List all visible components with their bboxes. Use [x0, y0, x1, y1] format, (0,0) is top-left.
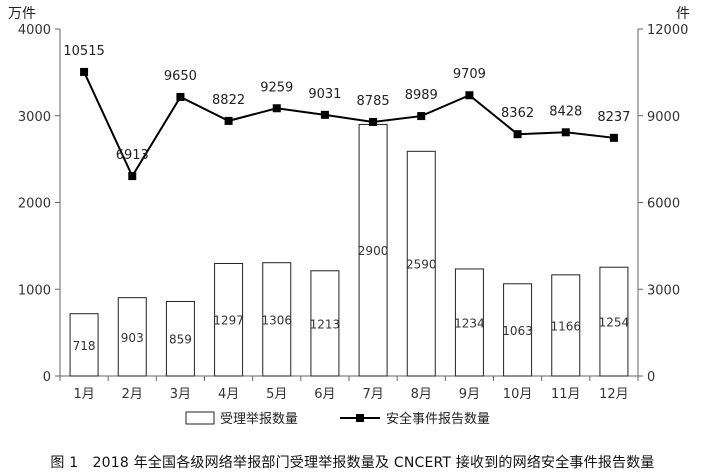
x-tick-label: 11月	[551, 387, 581, 402]
bar-value-label: 1306	[261, 313, 292, 327]
right-tick-label: 0	[647, 370, 655, 385]
legend-line-marker	[356, 414, 364, 422]
line-value-label: 8785	[357, 94, 390, 109]
line-point	[465, 91, 474, 100]
figure-caption: 图 1 2018 年全国各级网络举报部门受理举报数量及 CNCERT 接收到的网…	[50, 455, 655, 471]
bar	[454, 268, 484, 377]
line-value-label: 10515	[63, 44, 104, 59]
bar	[117, 297, 147, 377]
x-tick-label: 9月	[459, 387, 480, 402]
line-value-label: 6913	[116, 148, 149, 163]
legend-bar-label: 受理举报数量	[220, 412, 298, 427]
bar-value-label: 1254	[599, 316, 630, 330]
legend-line-label: 安全事件报告数量	[386, 411, 490, 427]
x-tick-label: 2月	[122, 387, 143, 402]
legend-bar-swatch	[185, 411, 215, 425]
bar	[310, 270, 340, 377]
x-tick-label: 10月	[503, 387, 533, 402]
line-value-label: 8989	[405, 88, 438, 103]
axes: 0 1000 2000 3000 4000 0 3000 6000 9000 12000 1月 2月 3…	[18, 23, 688, 402]
x-tick-label: 12月	[599, 387, 629, 402]
legend: 受理举报数量 安全事件报告数量	[185, 411, 490, 427]
bar	[262, 262, 292, 377]
line-point	[609, 133, 618, 142]
x-tick-label: 6月	[314, 387, 335, 402]
bar-value-label: 1213	[310, 317, 341, 331]
left-tick-label: 3000	[18, 110, 51, 125]
left-tick-label: 1000	[18, 283, 51, 298]
bar-value-label: 1166	[550, 319, 581, 333]
combo-chart: 万件 件 0 1000 2000 3000 4000 0 3000 6000 9000 12000…	[8, 6, 690, 427]
bar	[69, 313, 99, 377]
line-point	[176, 92, 185, 101]
x-tick-label: 8月	[411, 387, 432, 402]
bar-value-label: 903	[121, 331, 144, 345]
bar-series: 718 903 859 1297 1306 1213 2900 2590 1234 1063 116…	[69, 123, 630, 377]
x-tick-label: 1月	[73, 387, 94, 402]
right-tick-label: 12000	[647, 23, 688, 38]
line-point	[513, 130, 522, 139]
right-tick-label: 9000	[647, 110, 680, 125]
left-tick-label: 2000	[18, 197, 51, 212]
right-tick-label: 6000	[647, 197, 680, 212]
line-point	[128, 172, 137, 181]
x-tick-label: 5月	[266, 387, 287, 402]
line-value-label: 9031	[308, 87, 341, 102]
line-value-label: 8237	[597, 110, 630, 125]
bar	[503, 283, 533, 377]
bar	[599, 266, 629, 377]
bar-value-label: 2590	[406, 258, 437, 272]
x-tick-label: 7月	[362, 387, 383, 402]
line-value-label: 8362	[501, 106, 534, 121]
bar	[358, 123, 388, 377]
bar-value-label: 1063	[502, 324, 533, 338]
line-point	[369, 117, 378, 126]
left-tick-label: 4000	[18, 23, 51, 38]
bar	[406, 150, 436, 377]
line-point	[561, 128, 570, 137]
line-value-label: 9709	[453, 67, 486, 82]
bar	[551, 274, 581, 377]
bar	[214, 262, 244, 377]
left-tick-label: 0	[43, 370, 51, 385]
x-tick-label: 4月	[218, 387, 239, 402]
line-point	[272, 104, 281, 113]
line-value-label: 9650	[164, 69, 197, 84]
right-tick-label: 3000	[647, 283, 680, 298]
left-axis-unit: 万件	[8, 6, 36, 22]
bar-value-label: 718	[73, 339, 96, 353]
bar-value-label: 2900	[358, 244, 389, 258]
bar-value-label: 1234	[454, 316, 485, 330]
line-point	[80, 67, 89, 76]
line-point	[417, 112, 426, 121]
bar-value-label: 859	[169, 333, 192, 347]
line-value-label: 8428	[549, 104, 582, 119]
series-line	[83, 71, 615, 179]
line-value-label: 8822	[212, 93, 245, 108]
x-tick-label: 3月	[170, 387, 191, 402]
bar	[165, 300, 195, 377]
line-point	[224, 116, 233, 125]
bar-value-label: 1297	[213, 314, 244, 328]
right-axis-unit: 件	[676, 6, 690, 22]
line-series: 10515 6913 9650 8822 9259 9031 8785 8989 9709 836…	[63, 44, 630, 181]
line-value-label: 9259	[260, 80, 293, 95]
line-point	[320, 110, 329, 119]
